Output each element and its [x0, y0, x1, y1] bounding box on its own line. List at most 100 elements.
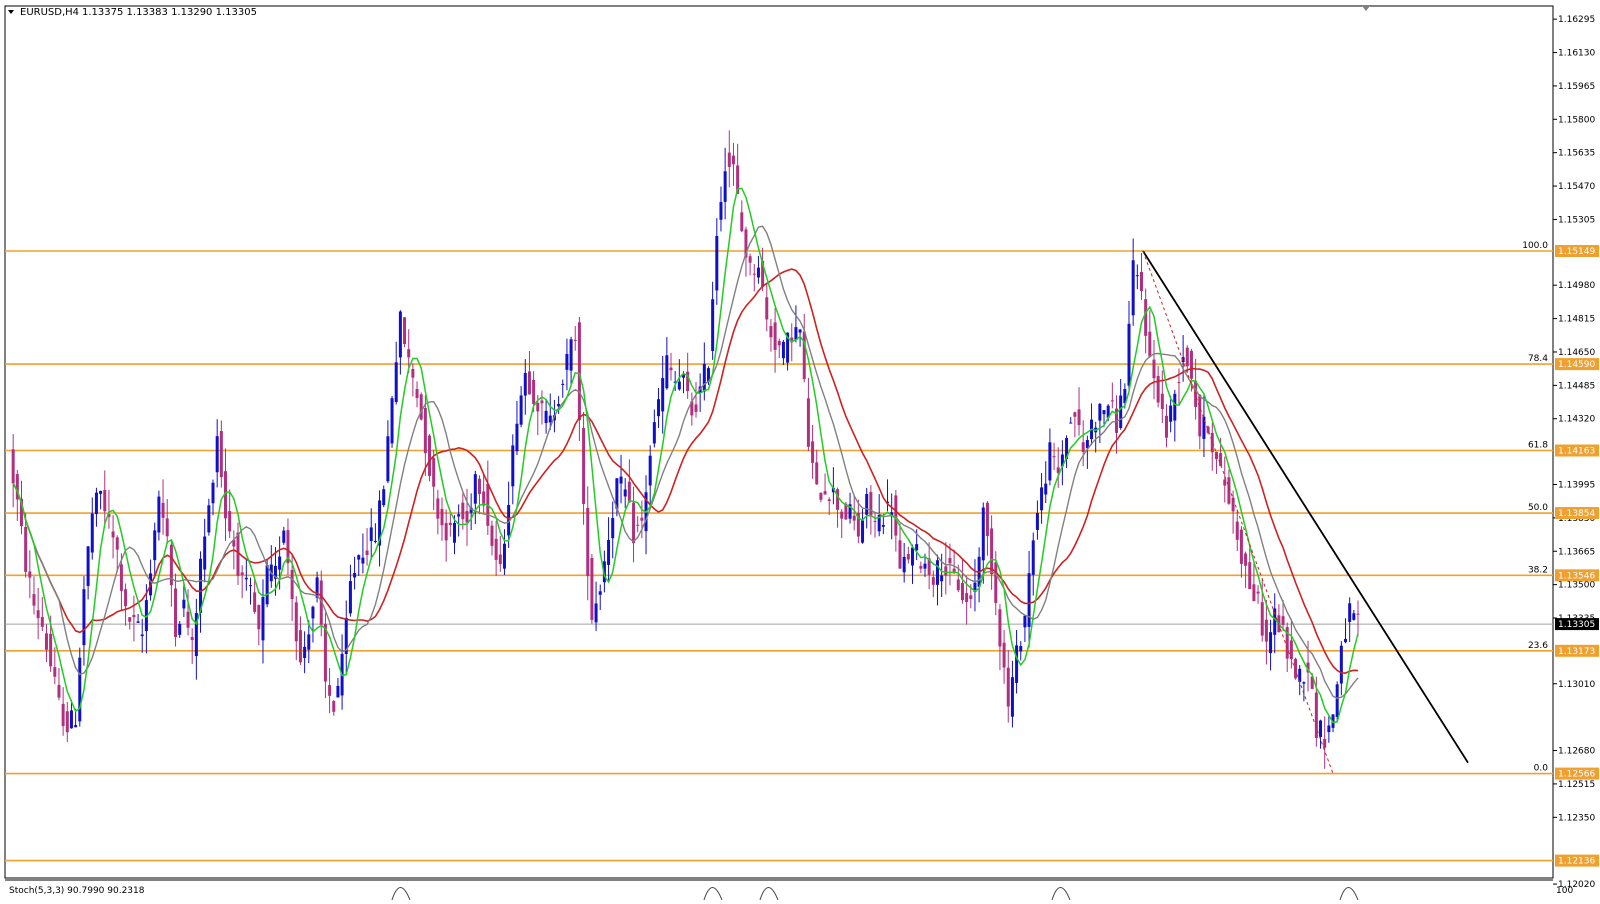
candle-body	[1210, 432, 1214, 453]
candle-body	[477, 478, 481, 494]
candle-body	[590, 558, 594, 620]
candle-body	[115, 537, 119, 550]
candle-body	[773, 322, 777, 350]
chart-frame	[4, 5, 1554, 881]
candle-body	[657, 399, 661, 417]
candle-body	[648, 455, 652, 486]
level-price-tag-text-0: 1.15149	[1558, 247, 1595, 257]
candle-body	[1319, 720, 1323, 737]
candle-body	[411, 368, 415, 378]
axis-tick-label: 1.13665	[1558, 547, 1595, 557]
stochastic-peak-0	[391, 887, 411, 901]
candle-body	[752, 273, 756, 275]
candle-body	[511, 445, 515, 487]
candle-body	[1244, 553, 1248, 566]
chart-shift-marker-icon[interactable]	[1362, 6, 1370, 11]
candle-body	[806, 398, 810, 447]
candle-body	[1352, 613, 1356, 620]
axis-tick-label: 1.16295	[1558, 15, 1595, 25]
candle-body	[586, 507, 590, 577]
candle-body	[1123, 389, 1127, 404]
candle-body	[1310, 676, 1314, 689]
candle-body	[702, 363, 706, 392]
candle-body	[1156, 375, 1160, 403]
ma-slow-line	[12, 268, 1359, 674]
candle-body	[32, 594, 36, 606]
stochastic-scale-top: 100	[1556, 886, 1573, 896]
current-price-tag	[1555, 618, 1599, 631]
candle-body	[186, 611, 190, 628]
candle-body	[686, 371, 690, 392]
candle-body	[1131, 260, 1135, 316]
candle-body	[398, 311, 402, 358]
candle-body	[981, 507, 985, 561]
candle-body	[1198, 394, 1202, 437]
level-price-tag-7	[1555, 854, 1599, 867]
candle-body	[178, 623, 182, 635]
candle-body	[927, 558, 931, 575]
level-price-tag-text-2: 1.14163	[1558, 446, 1595, 456]
candle-body	[781, 341, 785, 359]
candle-body	[224, 471, 228, 519]
candle-body	[661, 378, 665, 412]
candle-body	[1073, 412, 1077, 417]
candle-body	[815, 462, 819, 485]
candle-body	[761, 260, 765, 287]
candle-body	[798, 329, 802, 333]
fib-label-5: 23.6	[1528, 641, 1548, 651]
candle-body	[1015, 645, 1019, 683]
candle-body	[790, 337, 794, 343]
candle-body	[523, 372, 527, 396]
candle-body	[348, 581, 352, 614]
candle-body	[378, 500, 382, 546]
candle-body	[190, 636, 194, 641]
candle-body	[598, 591, 602, 595]
candle-body	[902, 557, 906, 573]
candle-body	[627, 481, 631, 503]
candle-body	[103, 489, 107, 512]
candle-body	[636, 524, 640, 526]
candle-body	[74, 725, 78, 728]
candle-body	[1327, 725, 1331, 733]
axis-tick-label: 1.15635	[1558, 149, 1595, 159]
candle-body	[706, 368, 710, 382]
candle-body	[1077, 409, 1081, 426]
candle-body	[1256, 591, 1260, 594]
candle-body	[677, 381, 681, 390]
candle-body	[132, 614, 136, 618]
candle-body	[519, 395, 523, 425]
candle-body	[261, 597, 265, 641]
level-price-tag-text-6: 1.12566	[1558, 770, 1595, 780]
candle-body	[194, 612, 198, 657]
candle-body	[1356, 613, 1360, 615]
candle-body	[428, 435, 432, 476]
candle-body	[786, 332, 790, 363]
candle-body	[1235, 521, 1239, 540]
candle-body	[1214, 452, 1218, 460]
candle-body	[1048, 442, 1052, 481]
candle-body	[502, 543, 506, 569]
candle-body	[15, 474, 19, 500]
candle-body	[473, 474, 477, 504]
candle-body	[203, 536, 207, 570]
candle-body	[107, 514, 111, 517]
candle-body	[36, 610, 40, 619]
candle-body	[240, 572, 244, 575]
candle-body	[940, 575, 944, 582]
moving-averages	[12, 187, 1359, 724]
candle-body	[711, 299, 715, 351]
candle-body	[765, 297, 769, 320]
level-price-tag-text-4: 1.13546	[1558, 571, 1595, 581]
candle-body	[665, 355, 669, 389]
candle-body	[886, 501, 890, 504]
candle-body	[303, 646, 307, 659]
dropdown-arrow-icon[interactable]	[8, 10, 14, 14]
candle-body	[423, 408, 427, 454]
candle-body	[69, 710, 73, 729]
candle-body	[1348, 603, 1352, 622]
candle-body	[1302, 682, 1306, 684]
candle-body	[1252, 584, 1256, 602]
candle-body	[673, 381, 677, 383]
